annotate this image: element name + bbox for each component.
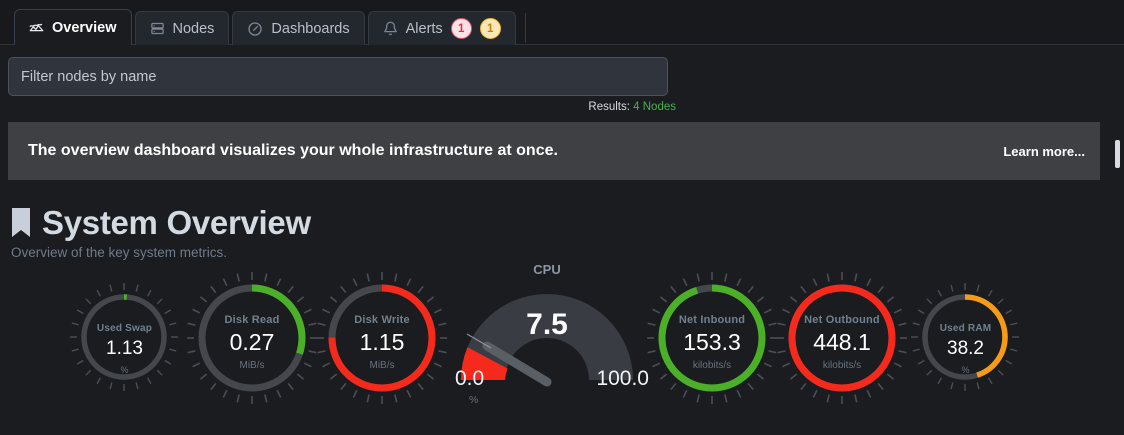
net-inbound-value: 153.3 <box>683 329 741 355</box>
server-icon <box>150 21 165 36</box>
cpu-units: % <box>469 394 479 406</box>
gauge-cpu[interactable]: CPU 7.5 0.0 100.0 % <box>447 262 649 415</box>
tab-nodes-label: Nodes <box>172 20 215 37</box>
results-label: Results: <box>588 101 630 113</box>
learn-more-link[interactable]: Learn more... <box>1003 143 1085 159</box>
page-subtitle: Overview of the key system metrics. <box>11 245 228 260</box>
net-outbound-value: 448.1 <box>813 329 871 355</box>
cpu-value: 7.5 <box>526 308 568 341</box>
tab-dashboards[interactable]: Dashboards <box>232 11 365 45</box>
speedometer-icon <box>247 21 263 37</box>
used-ram-gauge-svg <box>911 283 1019 391</box>
used-swap-value: 1.13 <box>106 338 143 359</box>
cpu-needle <box>466 333 552 387</box>
alerts-warning-badge[interactable]: 1 <box>479 18 501 39</box>
tab-divider <box>524 13 526 43</box>
filter-nodes-input[interactable] <box>8 57 668 96</box>
info-banner: The overview dashboard visualizes your w… <box>8 122 1100 180</box>
gauge-used-swap[interactable]: Used Swap 1.13 % <box>62 270 187 405</box>
disk-write-label: Disk Write <box>354 314 410 326</box>
gauge-used-ram[interactable]: Used RAM 38.2 % <box>907 270 1032 405</box>
tab-overview-label: Overview <box>52 19 117 36</box>
gauge-net-outbound[interactable]: Net Outbound 448.1 kilobits/s <box>777 270 907 410</box>
gauge-disk-write[interactable]: Disk Write 1.15 MiB/s <box>317 270 447 410</box>
cpu-min-label: 0.0 <box>455 367 485 390</box>
tab-dashboards-label: Dashboards <box>271 20 350 37</box>
gauge-net-inbound[interactable]: Net Inbound 153.3 kilobits/s <box>647 270 777 410</box>
tab-nodes[interactable]: Nodes <box>134 11 230 45</box>
disk-read-gauge-svg <box>187 272 317 404</box>
disk-write-units: MiB/s <box>369 360 395 371</box>
filter-section: Results: 4 Nodes <box>0 45 1124 113</box>
system-overview-section: System Overview Overview of the key syst… <box>0 180 1124 260</box>
results-line: Results: 4 Nodes <box>8 96 676 113</box>
used-swap-units: % <box>120 365 129 375</box>
cpu-max-label: 100.0 <box>596 367 649 390</box>
page-title: System Overview <box>42 204 311 241</box>
used-swap-label: Used Swap <box>96 323 153 334</box>
tab-overview[interactable]: Overview <box>14 9 132 46</box>
used-ram-value: 38.2 <box>947 338 984 359</box>
disk-write-gauge-svg <box>317 272 447 404</box>
net-outbound-units: kilobits/s <box>822 360 862 371</box>
cpu-label: CPU <box>533 262 561 277</box>
bell-icon <box>383 21 398 36</box>
tab-bar: Overview Nodes Dashboards Alerts 1 1 <box>0 0 1124 46</box>
disk-read-units: MiB/s <box>239 360 265 371</box>
net-outbound-gauge-svg <box>777 272 907 404</box>
page-scrollbar[interactable] <box>1112 45 1124 435</box>
disk-write-value: 1.15 <box>359 329 405 355</box>
overview-icon <box>29 20 44 35</box>
disk-read-value: 0.27 <box>229 329 275 355</box>
alerts-critical-badge[interactable]: 1 <box>450 18 472 39</box>
net-inbound-gauge-svg <box>647 272 777 404</box>
net-inbound-label: Net Inbound <box>678 314 746 326</box>
tab-alerts[interactable]: Alerts 1 1 <box>367 11 516 45</box>
cpu-gauge-svg <box>461 294 633 387</box>
gauge-row: Used Swap 1.13 % Disk Read 0.27 MiB/s Di… <box>0 262 1124 410</box>
gauge-disk-read[interactable]: Disk Read 0.27 MiB/s <box>187 270 317 410</box>
disk-read-label: Disk Read <box>224 314 280 326</box>
results-count: 4 Nodes <box>633 101 676 113</box>
cpu-arc-value <box>461 347 508 380</box>
net-outbound-label: Net Outbound <box>804 314 880 326</box>
section-header: System Overview <box>10 204 1124 242</box>
net-inbound-units: kilobits/s <box>692 360 732 371</box>
used-ram-units: % <box>961 365 970 375</box>
tab-alerts-label: Alerts <box>405 20 443 37</box>
bookmark-icon <box>10 207 32 239</box>
used-swap-gauge-svg <box>70 283 178 391</box>
scrollbar-thumb[interactable] <box>1115 140 1120 168</box>
banner-message: The overview dashboard visualizes your w… <box>28 142 558 159</box>
used-ram-label: Used RAM <box>939 323 992 334</box>
